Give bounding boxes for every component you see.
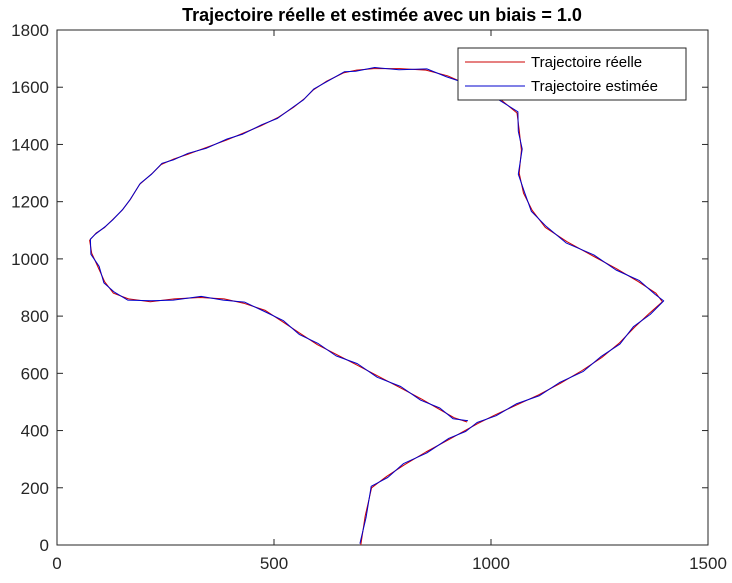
axes-box	[56, 29, 709, 546]
y-tick-label: 1600	[11, 78, 49, 97]
y-tick-label: 1000	[11, 250, 49, 269]
y-tick-label: 600	[21, 364, 49, 383]
series-line-estimee	[89, 67, 665, 544]
x-tick-label: 1000	[472, 554, 510, 573]
chart-title: Trajectoire réelle et estimée avec un bi…	[182, 5, 582, 25]
y-tick-label: 400	[21, 422, 49, 441]
series-layer	[89, 67, 665, 546]
x-tick-label: 0	[52, 554, 61, 573]
legend-box	[457, 47, 687, 101]
legend-label-estimee: Trajectoire estimée	[531, 78, 658, 95]
y-tick-label: 1800	[11, 21, 49, 40]
y-tick-label: 0	[40, 536, 49, 555]
y-tick-label: 1200	[11, 193, 49, 212]
legend: Trajectoire réelle Trajectoire estimée	[457, 47, 687, 101]
y-tick-label: 200	[21, 479, 49, 498]
ticks-layer: 0 500 1000 1500 0 200 400 600 800 1000 1200 1400 160…	[11, 21, 727, 573]
x-tick-label: 500	[260, 554, 288, 573]
x-tick-label: 1500	[689, 554, 727, 573]
y-tick-label: 1400	[11, 135, 49, 154]
plot-area: 0 500 1000 1500 0 200 400 600 800 1000 1200 1400 160…	[11, 21, 727, 573]
legend-label-reelle: Trajectoire réelle	[531, 54, 642, 71]
y-tick-label: 800	[21, 307, 49, 326]
